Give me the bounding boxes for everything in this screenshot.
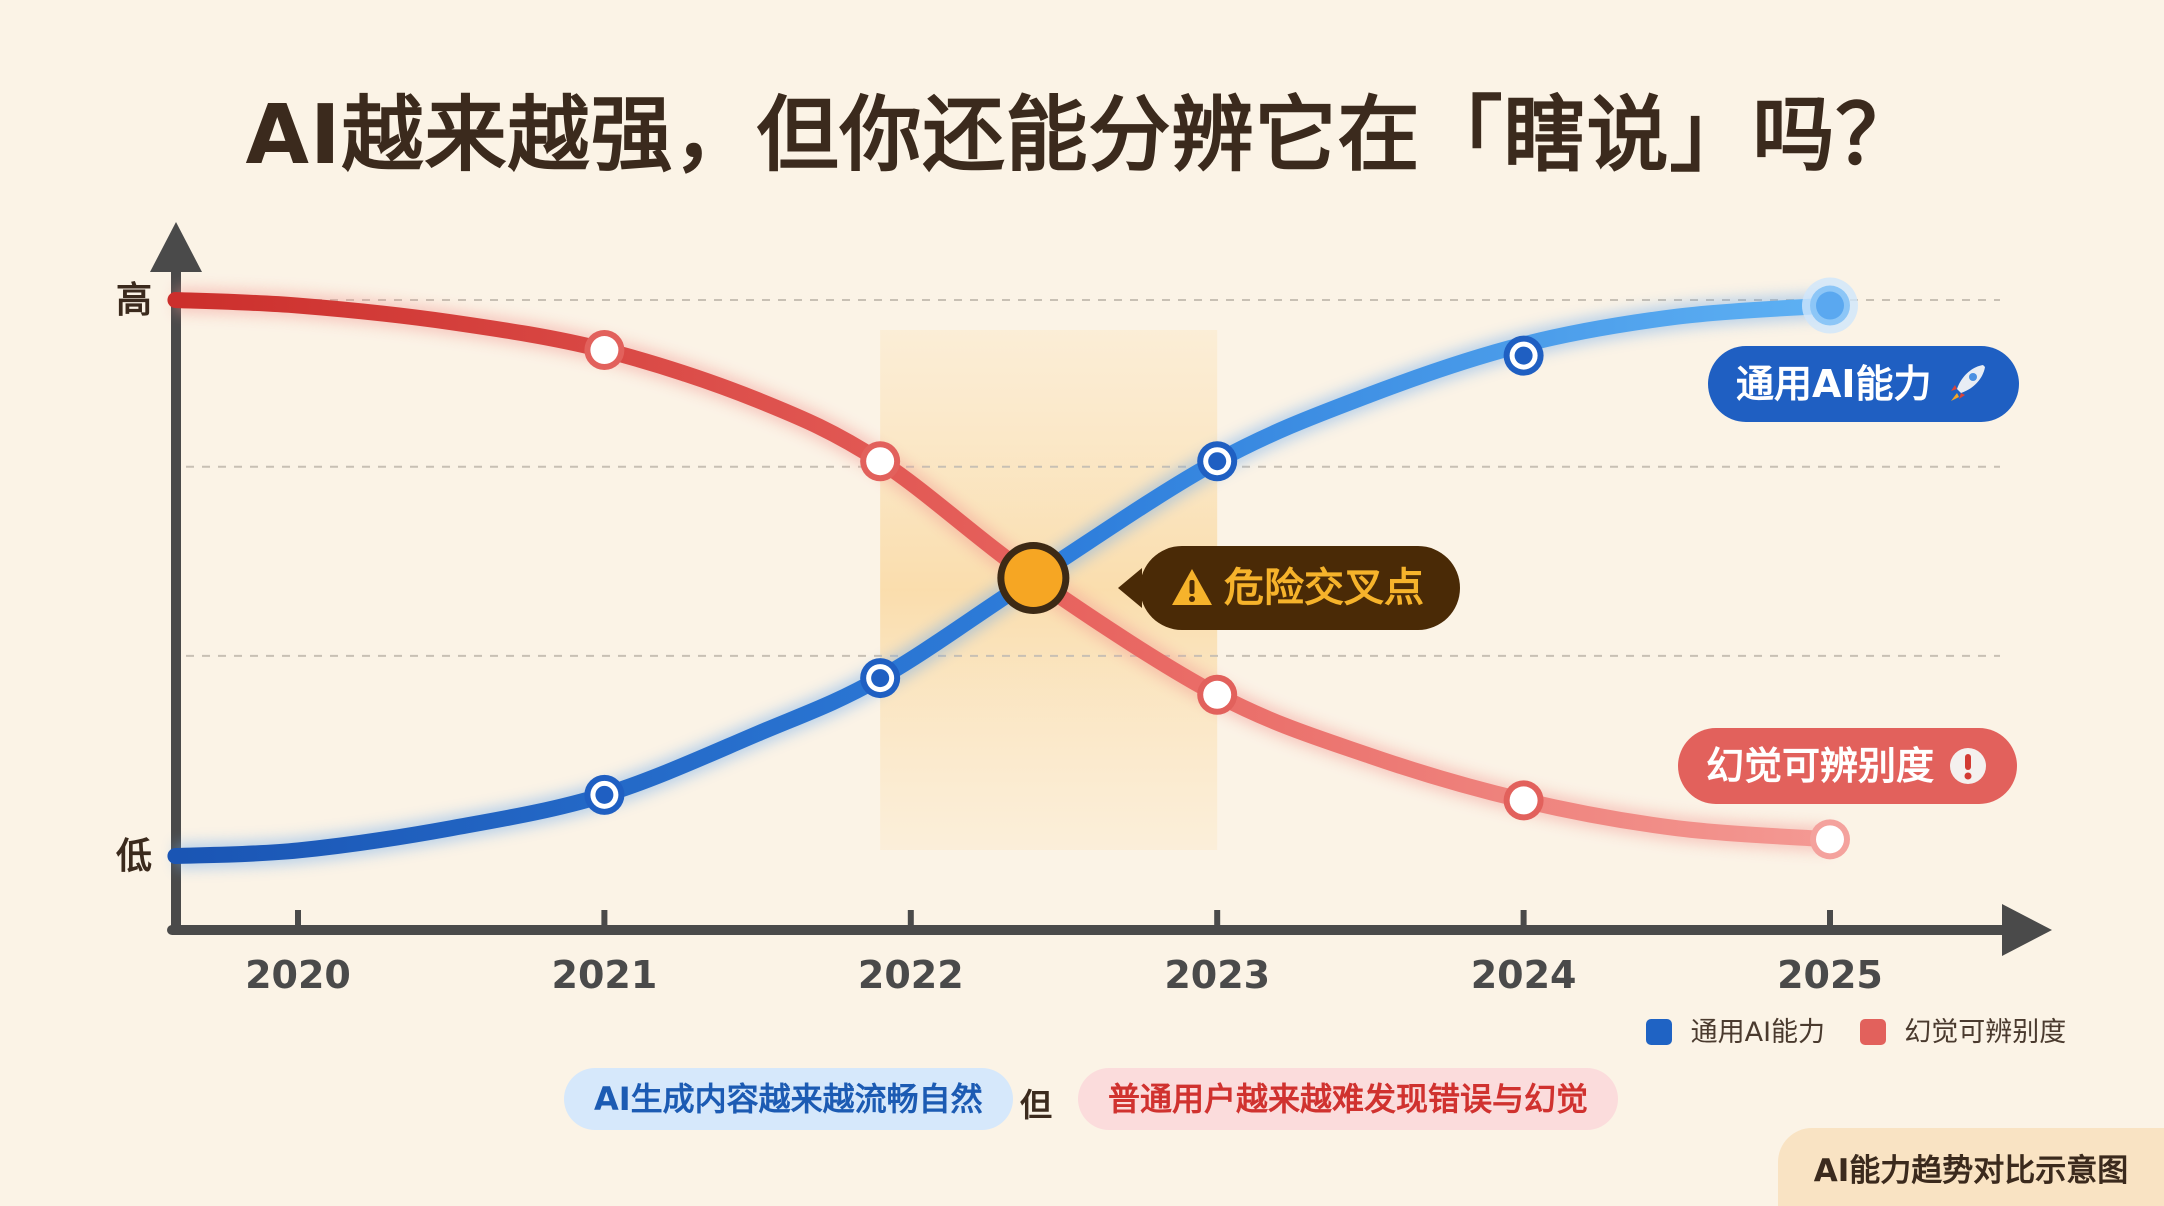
legend-swatch-red <box>1859 1019 1886 1045</box>
blue-series-callout: 通用AI能力 <box>1708 346 2019 422</box>
x-tick-label: 2024 <box>1471 953 1577 997</box>
hallucination-detectability-marker-dot <box>1208 685 1227 704</box>
legend-label-blue: 通用AI能力 <box>1690 1017 1826 1048</box>
hallucination-detectability-marker-dot <box>595 341 614 360</box>
alert-icon <box>1950 748 1987 784</box>
crossover-callout-pointer <box>1118 568 1142 608</box>
ai-capability-marker-dot <box>595 785 614 804</box>
legend-swatch-blue <box>1646 1019 1672 1045</box>
legend: 通用AI能力 幻觉可辨别度 <box>1646 1016 2066 1050</box>
ai-capability-line <box>167 297 1838 864</box>
y-tick-label: 高 <box>116 280 152 321</box>
ai-capability-marker-dot <box>1208 452 1227 471</box>
ai-capability-marker-dot <box>1514 346 1533 365</box>
page-title: AI越来越强，但你还能分辨它在「瞎说」吗？ <box>245 88 1919 183</box>
legend-label-red: 幻觉可辨别度 <box>1904 1017 2067 1048</box>
y-tick-label: 低 <box>116 836 152 877</box>
x-axis-arrow <box>2002 904 2052 956</box>
tag-connector: 但 <box>1020 1086 1053 1124</box>
tag-ai-fluent: AI生成内容越来越流畅自然 <box>564 1068 1013 1130</box>
tag-hard-to-detect: 普通用户越来越难发现错误与幻觉 <box>1078 1068 1619 1130</box>
ai-capability-marker <box>1816 291 1844 320</box>
y-axis-arrow <box>150 222 202 272</box>
red-series-label: 幻觉可辨别度 <box>1706 744 1935 788</box>
hallucination-detectability-marker-dot <box>1821 830 1839 849</box>
ai-capability-marker-dot <box>871 669 890 688</box>
x-tick-label: 2022 <box>858 953 964 997</box>
x-tick-label: 2025 <box>1777 953 1883 997</box>
warning-icon <box>1172 569 1212 605</box>
x-tick-label: 2021 <box>552 953 658 997</box>
x-tick-label: 2023 <box>1164 953 1270 997</box>
red-series-callout: 幻觉可辨别度 <box>1678 728 2018 804</box>
x-tick-label: 2020 <box>245 953 351 997</box>
crossover-label: 危险交叉点 <box>1224 565 1424 611</box>
corner-note: AI能力趋势对比示意图 <box>1778 1128 2164 1206</box>
rocket-icon <box>1950 365 1985 401</box>
hallucination-detectability-marker-dot <box>871 452 890 471</box>
blue-series-label: 通用AI能力 <box>1736 362 1932 406</box>
hallucination-detectability-marker-dot <box>1514 791 1533 810</box>
crossover-point <box>1004 549 1063 607</box>
